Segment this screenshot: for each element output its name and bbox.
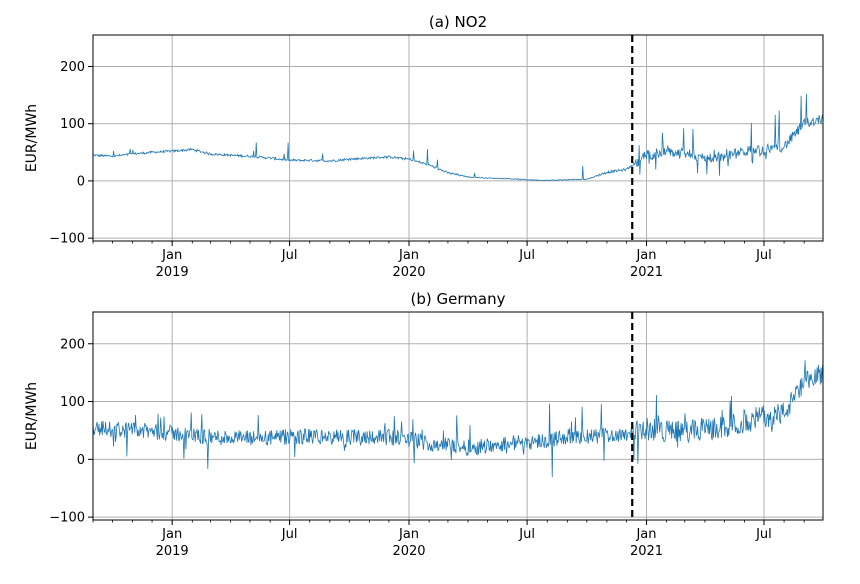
plot-area bbox=[93, 312, 823, 520]
x-tick-label: Jan bbox=[398, 248, 419, 263]
x-tick-year-label: 2019 bbox=[156, 544, 189, 559]
x-tick-year-label: 2021 bbox=[630, 265, 663, 280]
x-tick-year-label: 2020 bbox=[392, 265, 425, 280]
y-tick-label: −100 bbox=[49, 511, 85, 526]
x-tick-label: Jul bbox=[281, 248, 298, 263]
y-tick-label: 0 bbox=[77, 174, 85, 189]
x-tick-label: Jul bbox=[518, 248, 535, 263]
y-tick-label: 100 bbox=[60, 395, 85, 410]
y-tick-label: 200 bbox=[60, 337, 85, 352]
x-tick-year-label: 2021 bbox=[630, 544, 663, 559]
series-line bbox=[92, 93, 824, 182]
x-tick-year-label: 2019 bbox=[156, 265, 189, 280]
x-tick-label: Jan bbox=[161, 248, 182, 263]
series-line bbox=[92, 360, 824, 478]
y-tick-label: −100 bbox=[49, 232, 85, 247]
panel-germany: Jan 2019 Jul Jan 2020 Jul Jan 2021 Jul −100 0 100 20… bbox=[24, 290, 824, 559]
x-tick-year-label: 2020 bbox=[392, 544, 425, 559]
panel-no2: Jan 2019 Jul Jan 2020 Jul Jan 2021 Jul −100 0 100 20… bbox=[24, 13, 824, 280]
plot-frame bbox=[92, 311, 824, 521]
y-axis-label: EUR/MWh bbox=[24, 382, 40, 450]
chart-title: (b) Germany bbox=[411, 290, 506, 308]
y-tick-label: 200 bbox=[60, 60, 85, 75]
chart-title: (a) NO2 bbox=[429, 13, 487, 31]
x-tick-label: Jan bbox=[635, 527, 656, 542]
y-axis-label: EUR/MWh bbox=[24, 104, 40, 172]
x-tick-label: Jan bbox=[161, 527, 182, 542]
x-tick-label: Jan bbox=[398, 527, 419, 542]
x-tick-label: Jul bbox=[755, 527, 772, 542]
plot-area bbox=[93, 35, 823, 241]
x-tick-label: Jul bbox=[755, 248, 772, 263]
plot-frame bbox=[92, 34, 824, 242]
y-tick-label: 0 bbox=[77, 453, 85, 468]
x-tick-label: Jul bbox=[281, 527, 298, 542]
x-tick-label: Jan bbox=[635, 248, 656, 263]
y-tick-label: 100 bbox=[60, 117, 85, 132]
x-tick-label: Jul bbox=[518, 527, 535, 542]
